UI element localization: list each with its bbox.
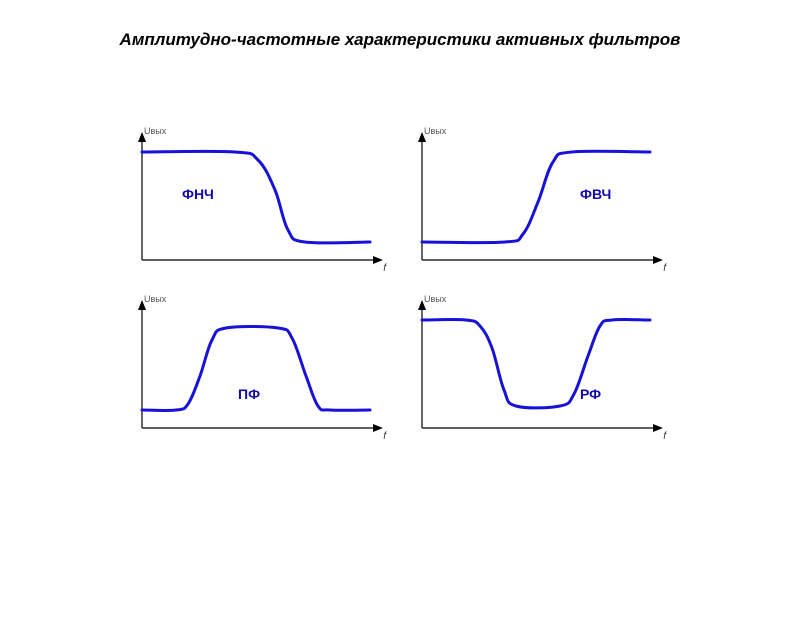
filter-label-lpf: ФНЧ [182, 186, 214, 202]
x-arrow-icon [653, 424, 663, 432]
filter-label-hpf: ФВЧ [580, 186, 611, 202]
panel-lpf: Uвых f ФНЧ [130, 130, 390, 280]
x-axis-label: f [383, 431, 386, 442]
panel-brf: Uвых f РФ [410, 298, 670, 448]
y-axis-label: Uвых [144, 126, 166, 136]
chart-brf [410, 298, 670, 448]
x-arrow-icon [373, 256, 383, 264]
panel-bpf: Uвых f ПФ [130, 298, 390, 448]
y-axis-label: Uвых [144, 294, 166, 304]
x-arrow-icon [373, 424, 383, 432]
x-axis-label: f [383, 263, 386, 274]
filter-label-bpf: ПФ [238, 386, 260, 402]
x-arrow-icon [653, 256, 663, 264]
chart-hpf [410, 130, 670, 280]
chart-lpf [130, 130, 390, 280]
x-axis-label: f [663, 431, 666, 442]
curve-lpf [142, 151, 370, 243]
charts-grid: Uвых f ФНЧ Uвых f ФВЧ Uвых [130, 130, 670, 448]
panel-hpf: Uвых f ФВЧ [410, 130, 670, 280]
filter-label-brf: РФ [580, 386, 601, 402]
axes [138, 300, 383, 432]
y-axis-label: Uвых [424, 294, 446, 304]
page-title: Амплитудно-частотные характеристики акти… [0, 30, 800, 50]
y-axis-label: Uвых [424, 126, 446, 136]
chart-bpf [130, 298, 390, 448]
curve-hpf [422, 151, 650, 242]
curve-brf [422, 320, 650, 408]
x-axis-label: f [663, 263, 666, 274]
